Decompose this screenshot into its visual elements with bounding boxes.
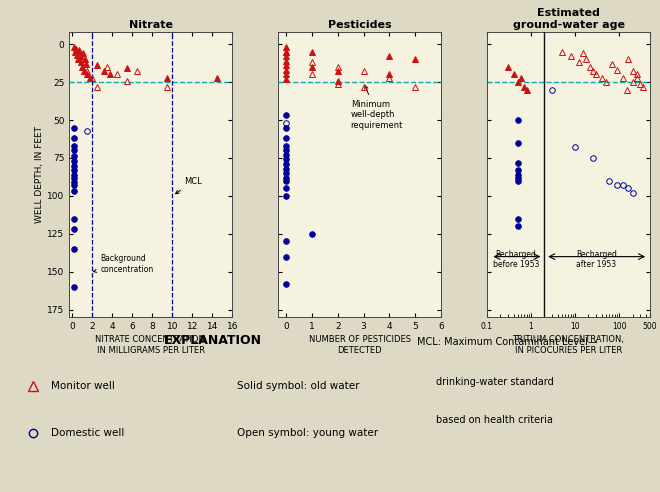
Text: drinking-water standard: drinking-water standard xyxy=(436,377,554,387)
X-axis label: TRITIUM CONCENTRATION,
IN PICOCURIES PER LITER: TRITIUM CONCENTRATION, IN PICOCURIES PER… xyxy=(513,336,624,355)
Text: EXPLANATION: EXPLANATION xyxy=(164,334,261,347)
X-axis label: NITRATE CONCENTRATION,
IN MILLIGRAMS PER LITER: NITRATE CONCENTRATION, IN MILLIGRAMS PER… xyxy=(94,336,207,355)
Title: Pesticides: Pesticides xyxy=(328,20,391,30)
Text: Recharged
before 1953: Recharged before 1953 xyxy=(492,250,539,269)
Text: Solid symbol: old water: Solid symbol: old water xyxy=(238,381,360,391)
Title: Estimated
ground-water age: Estimated ground-water age xyxy=(513,8,624,30)
Text: Domestic well: Domestic well xyxy=(51,428,125,438)
Title: Nitrate: Nitrate xyxy=(129,20,173,30)
Text: Open symbol: young water: Open symbol: young water xyxy=(238,428,378,438)
Text: based on health criteria: based on health criteria xyxy=(436,415,552,425)
X-axis label: NUMBER OF PESTICIDES
DETECTED: NUMBER OF PESTICIDES DETECTED xyxy=(309,336,411,355)
Y-axis label: WELL DEPTH, IN FEET: WELL DEPTH, IN FEET xyxy=(36,126,44,223)
Text: Minimum
well-depth
requirement: Minimum well-depth requirement xyxy=(350,86,403,129)
Text: Monitor well: Monitor well xyxy=(51,381,115,391)
Text: MCL: Maximum Contaminant Level—: MCL: Maximum Contaminant Level— xyxy=(417,337,598,347)
Text: MCL: MCL xyxy=(176,177,202,194)
Text: Background
concentration: Background concentration xyxy=(93,254,154,274)
Text: Recharged
after 1953: Recharged after 1953 xyxy=(576,250,616,269)
